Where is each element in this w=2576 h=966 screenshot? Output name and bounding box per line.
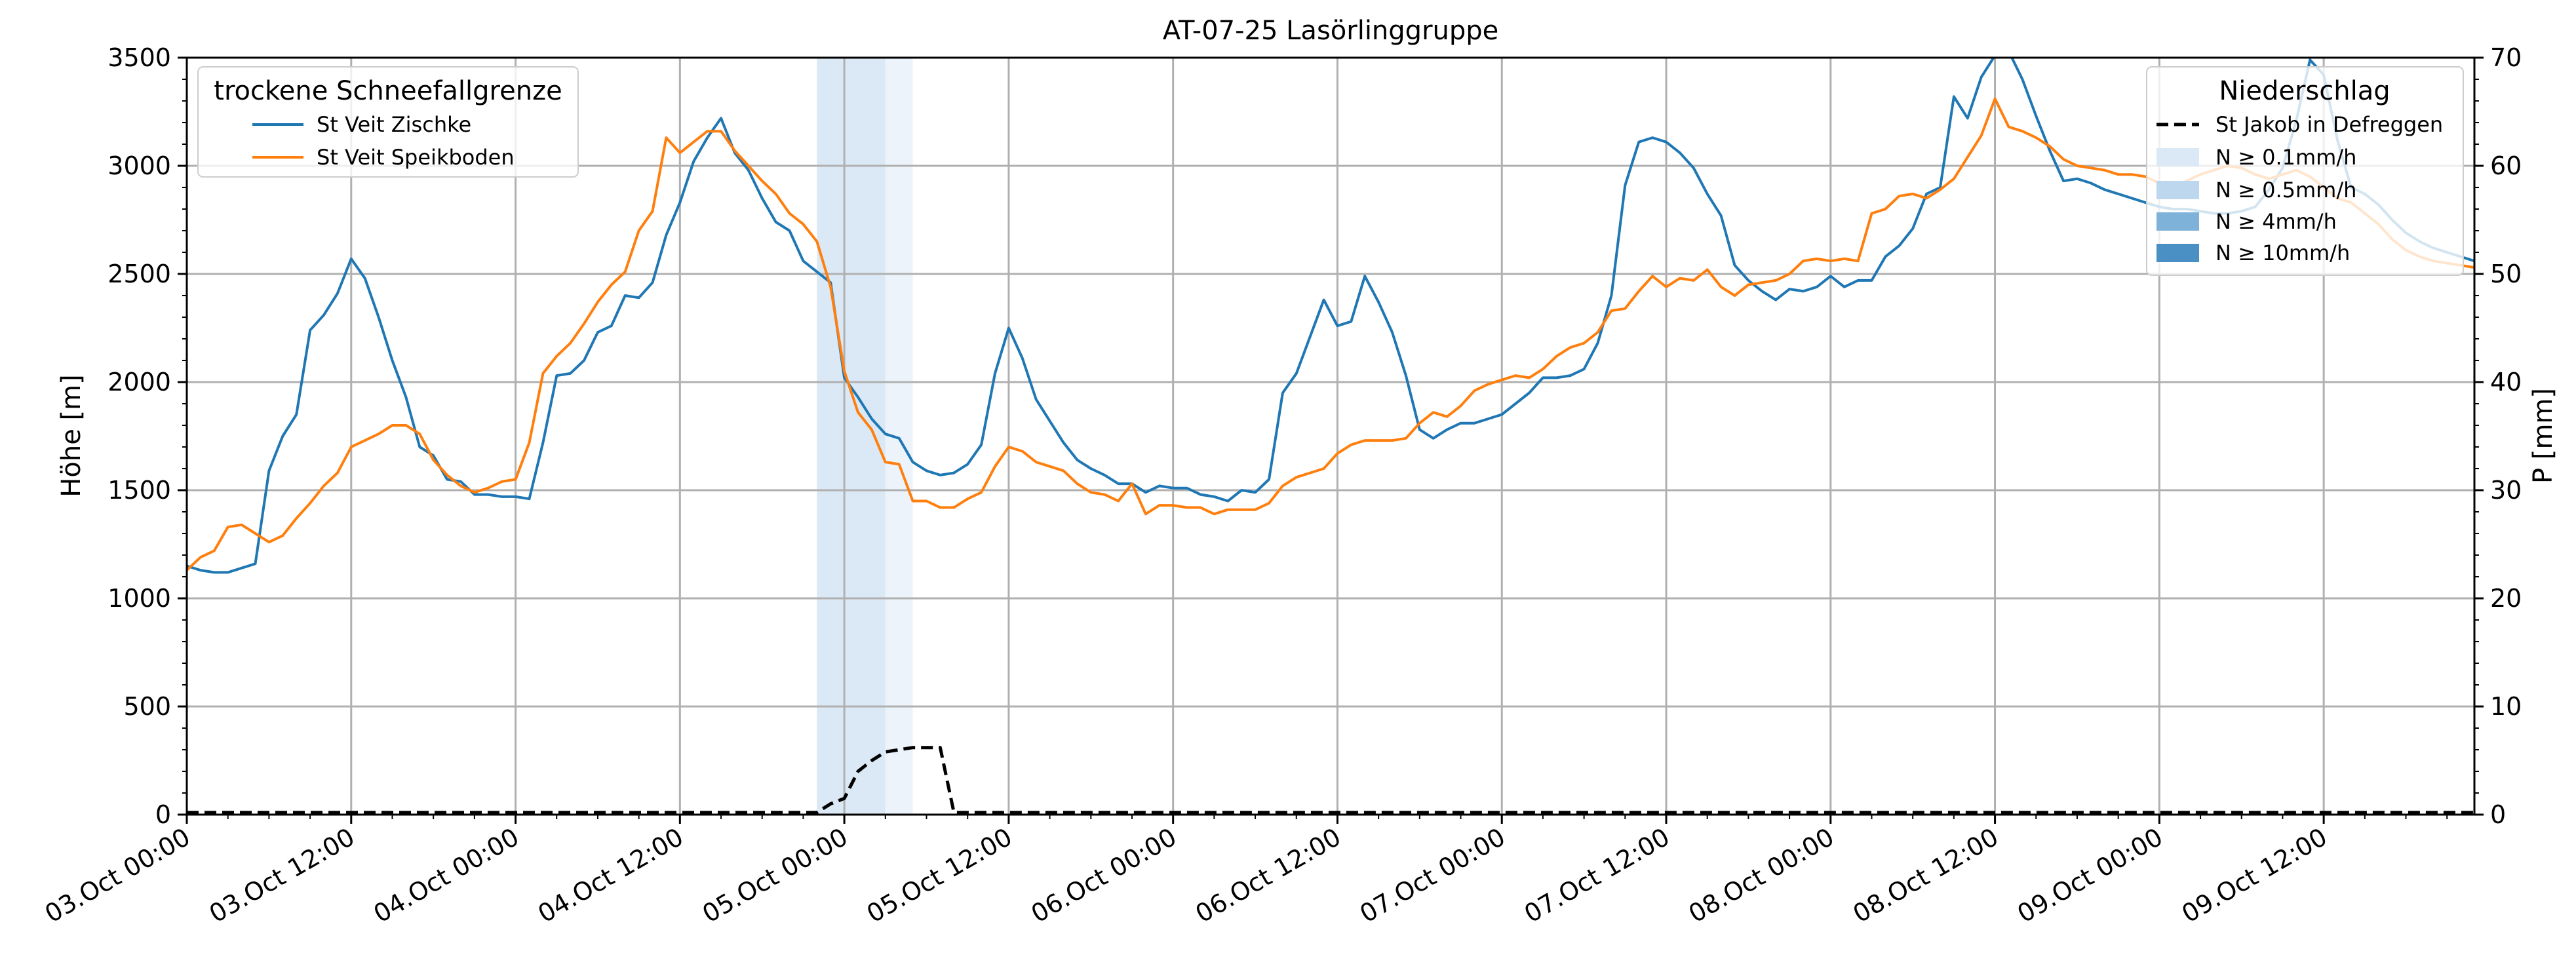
y-tick-label: 1000 [107, 584, 171, 613]
chart-title: AT-07-25 Lasörlinggruppe [1163, 16, 1499, 46]
series-lines [187, 58, 2474, 815]
legend-right-box [2146, 66, 2464, 276]
legend-swatch-n10 [2156, 244, 2199, 262]
legend-right-title: Niederschlag [2219, 76, 2390, 106]
legend-entry-n05: N ≥ 0.5mm/h [2215, 178, 2356, 203]
legend-swatch-n05 [2156, 181, 2199, 199]
y-axis-label: Höhe [m] [56, 374, 87, 497]
y2-tick-label: 30 [2490, 476, 2522, 505]
y-tick-label: 500 [123, 692, 171, 721]
legend-swatch-n01 [2156, 148, 2199, 166]
y2-tick-label: 70 [2490, 43, 2522, 72]
precip-bands [817, 58, 913, 815]
y-tick-label: 0 [155, 800, 171, 829]
legend-swatch-n4 [2156, 212, 2199, 231]
legend-left: trockene Schneefallgrenze St Veit Zischk… [197, 66, 579, 178]
legend-left-box [197, 66, 579, 178]
y2-tick-label: 50 [2490, 260, 2522, 288]
legend-entry-n01: N ≥ 0.1mm/h [2215, 145, 2356, 170]
series-line-speikboden [187, 97, 2474, 571]
series-line-precip [187, 746, 2474, 815]
y-tick-label: 2000 [107, 368, 171, 396]
legend-left-title: trockene Schneefallgrenze [214, 76, 562, 106]
y-tick-label: 2500 [107, 260, 171, 288]
legend-entry-zischke: St Veit Zischke [317, 112, 471, 137]
y2-tick-label: 60 [2490, 151, 2522, 180]
y-tick-label: 3500 [107, 43, 171, 72]
series-line-zischke [187, 58, 2474, 574]
plot-frame [185, 56, 2476, 816]
legend-entry-n10: N ≥ 10mm/h [2215, 241, 2350, 265]
y2-tick-label: 20 [2490, 584, 2522, 613]
legend-entry-precip: St Jakob in Defreggen [2215, 112, 2443, 137]
legend-right: Niederschlag St Jakob in Defreggen N ≥ 0… [2146, 66, 2464, 276]
y2-tick-label: 0 [2490, 800, 2506, 829]
y2-axis-label: P [mm] [2528, 388, 2558, 484]
legend-entry-speikboden: St Veit Speikboden [317, 145, 515, 170]
y-tick-label: 3000 [107, 151, 171, 180]
y-tick-label: 1500 [107, 476, 171, 505]
y2-tick-label: 10 [2490, 692, 2522, 721]
legend-entry-n4: N ≥ 4mm/h [2215, 209, 2337, 234]
y2-tick-label: 40 [2490, 368, 2522, 396]
